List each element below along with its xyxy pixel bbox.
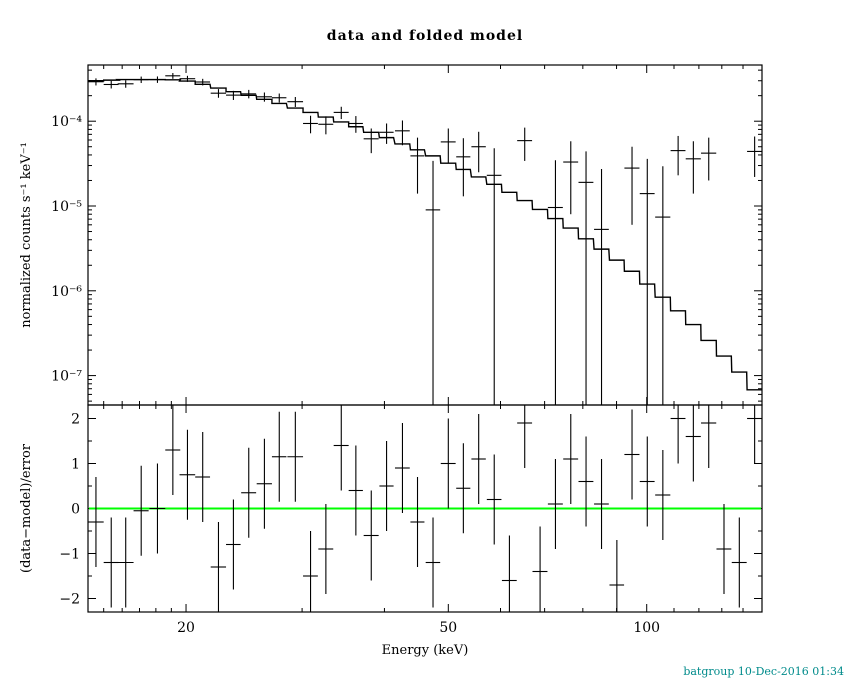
spectrum-panel-frame <box>87 64 763 406</box>
y-tick-label: 2 <box>71 412 80 428</box>
model-step-line <box>88 78 762 391</box>
y-tick-label: 10⁻⁵ <box>51 199 82 215</box>
x-axis-label: Energy (keV) <box>382 643 469 658</box>
plot-title: data and folded model <box>326 28 524 44</box>
y-axis-label-spectrum: normalized counts s⁻¹ keV⁻¹ <box>19 142 34 328</box>
y-axis-label-residuals: (data−model)/error <box>19 443 34 573</box>
y-tick-label: 1 <box>71 457 80 473</box>
footer-timestamp: batgroup 10-Dec-2016 01:34 <box>683 665 844 678</box>
y-tick-label: 10⁻⁶ <box>51 284 82 300</box>
x-tick-label: 20 <box>177 620 195 636</box>
x-tick-label: 50 <box>439 620 457 636</box>
x-tick-label: 100 <box>633 620 660 636</box>
y-tick-label: 0 <box>71 502 80 518</box>
y-tick-label: −1 <box>59 547 80 563</box>
y-tick-label: 10⁻⁷ <box>51 369 82 385</box>
y-tick-label: −2 <box>59 592 80 608</box>
y-tick-label: 10⁻⁴ <box>51 114 82 130</box>
